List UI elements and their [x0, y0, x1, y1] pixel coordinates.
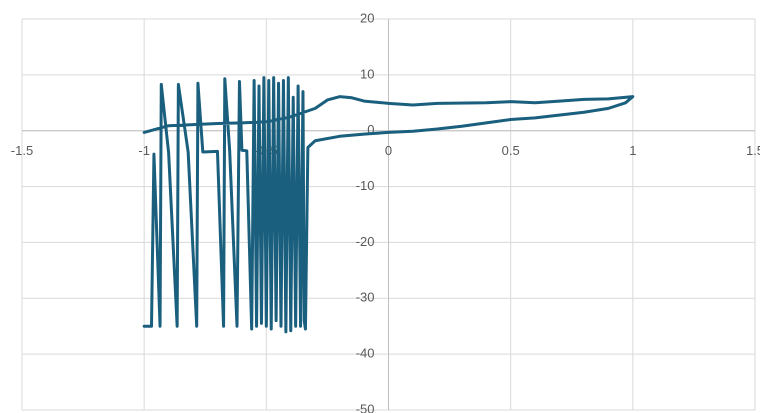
- y-tick-label: -20: [356, 234, 375, 249]
- y-tick-label: -30: [356, 290, 375, 305]
- y-tick-label: 0: [367, 122, 374, 137]
- x-tick-label: 1.5: [746, 143, 760, 158]
- x-tick-label: 0: [385, 143, 392, 158]
- y-tick-label: -40: [356, 346, 375, 361]
- x-tick-label: 0.5: [502, 143, 520, 158]
- y-tick-label: 20: [360, 10, 374, 25]
- y-tick-label: 10: [360, 66, 374, 81]
- x-tick-label: -1: [138, 143, 150, 158]
- data-line: [142, 76, 635, 334]
- x-tick-label: 1: [629, 143, 636, 158]
- x-tick-label: -1.5: [11, 143, 33, 158]
- y-tick-label: -50: [356, 401, 375, 413]
- y-tick-label: -10: [356, 178, 375, 193]
